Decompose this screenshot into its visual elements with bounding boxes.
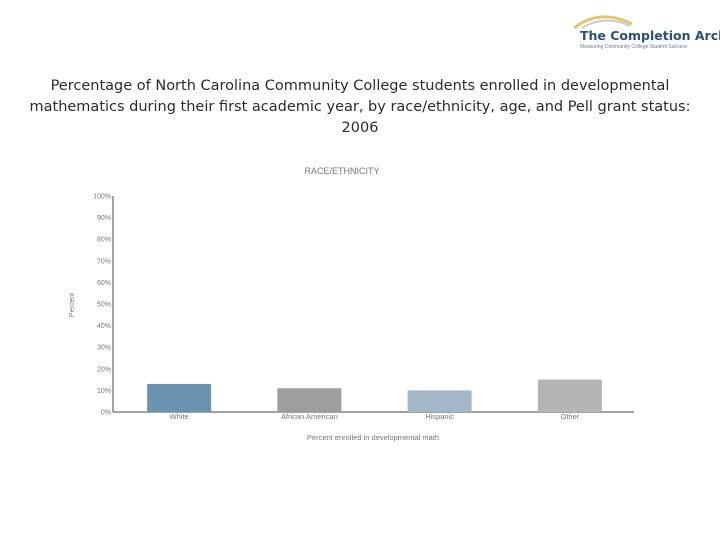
y-tick-label: 20% — [97, 366, 111, 373]
bar — [277, 388, 342, 412]
page-title: Percentage of North Carolina Community C… — [29, 78, 691, 136]
y-axis-label: Percent — [69, 293, 76, 317]
x-axis-label: Percent enrolled in developmental math — [307, 433, 439, 442]
y-tick-label: 10% — [97, 388, 111, 395]
y-tick-label: 40% — [97, 323, 111, 330]
bar — [147, 383, 212, 412]
x-tick-label: African American — [281, 412, 338, 421]
logo-arc-icon — [573, 15, 633, 30]
y-tick-label: 30% — [97, 345, 111, 352]
chart-title: RACE/ETHNICITY — [304, 166, 379, 176]
x-tick-label: Hispanic — [425, 412, 454, 421]
x-tick-label: Other — [560, 412, 579, 421]
logo-tagline: Measuring Community College Student Succ… — [580, 44, 688, 50]
bar — [407, 390, 472, 412]
y-tick-label: 70% — [97, 258, 111, 265]
y-tick-label: 50% — [97, 302, 111, 309]
plot-area: 0% 10% 20% 30% 40% 50% 60% 70% 80% 90% 100% White Af… — [93, 194, 634, 421]
logo-title: The Completion Arch — [580, 28, 720, 43]
y-tick-label: 80% — [97, 237, 111, 244]
logo: The Completion Arch Measuring Community … — [560, 10, 720, 54]
y-tick-label: 100% — [93, 194, 111, 201]
x-tick-label: White — [170, 412, 189, 421]
y-tick-label: 90% — [97, 215, 111, 222]
y-tick-label: 60% — [97, 280, 111, 287]
bar — [537, 379, 602, 412]
y-tick-label: 0% — [101, 410, 111, 417]
